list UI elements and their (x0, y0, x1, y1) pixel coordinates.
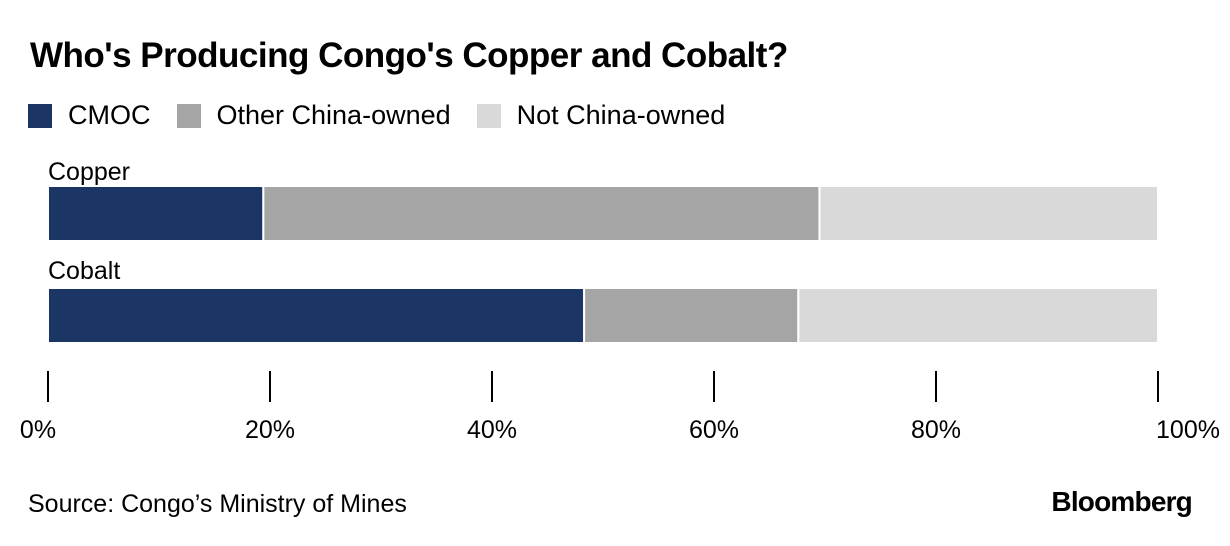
x-tick-label-0: 0% (20, 416, 56, 444)
category-label-copper: Copper (48, 158, 130, 186)
bar-copper-not-china-owned (818, 185, 1159, 242)
legend-item-other-china-owned: Other China-owned (176, 100, 451, 131)
bloomberg-logo: Bloomberg (1051, 486, 1192, 517)
chart-title: Who's Producing Congo's Copper and Cobal… (30, 36, 788, 75)
legend-label-not-china-owned: Not China-owned (516, 100, 726, 130)
source-note: Source: Congo’s Ministry of Mines (28, 490, 407, 518)
bar-copper-cmoc (47, 185, 265, 242)
legend-label-other-china-owned: Other China-owned (216, 100, 451, 130)
bar-cobalt-other-china-owned (583, 287, 800, 344)
legend-swatch-not-china-owned (476, 103, 501, 128)
x-tick-label-80: 80% (911, 416, 961, 444)
legend-label-cmoc: CMOC (68, 100, 151, 130)
legend-swatch-cmoc (28, 103, 52, 128)
x-tick-label-20: 20% (245, 416, 295, 444)
stacked-bar-chart: Copper Cobalt 0% 20% 40% 60% 80% 100% (20, 158, 1220, 444)
bar-cobalt-not-china-owned (797, 287, 1159, 344)
legend-item-cmoc: CMOC (28, 100, 151, 131)
bar-copper-other-china-owned (262, 185, 821, 242)
legend-item-not-china-owned: Not China-owned (476, 100, 726, 131)
category-label-cobalt: Cobalt (48, 257, 120, 285)
x-tick-label-40: 40% (467, 416, 517, 444)
x-tick-label-60: 60% (689, 416, 739, 444)
bar-cobalt-cmoc (47, 287, 586, 344)
legend: CMOC Other China-owned Not China-owned (28, 100, 751, 131)
x-tick-label-100: 100% (1156, 416, 1220, 444)
legend-swatch-other-china-owned (176, 103, 201, 128)
